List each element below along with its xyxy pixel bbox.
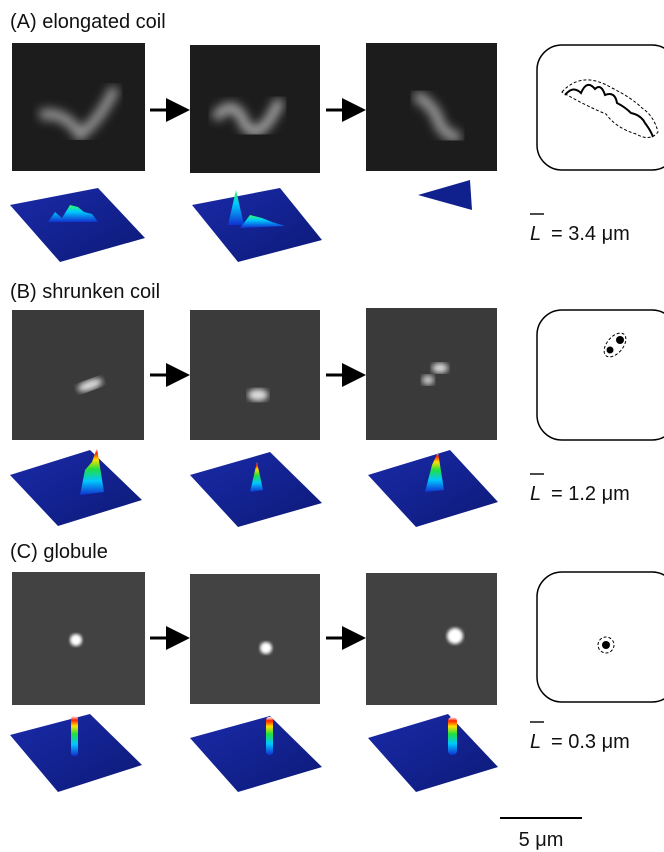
micrographs <box>12 308 497 440</box>
mean-length: L = 1.2 μm <box>530 473 630 505</box>
length: = 1.2 μm <box>551 483 630 505</box>
panel-label: (B) shrunken coil <box>10 281 160 303</box>
mean-length: L = 0.3 μm <box>530 721 630 753</box>
schematic <box>536 571 664 703</box>
symbol: L <box>530 731 541 753</box>
intensity-plots <box>10 448 498 527</box>
scale-bar-label: 5 μm <box>519 829 564 851</box>
schematic <box>536 309 664 441</box>
schematic <box>536 44 664 171</box>
panel-label: (A) elongated coil <box>10 11 166 33</box>
panel-label: (C) globule <box>10 541 108 563</box>
intensity-plots <box>10 180 472 262</box>
mean-length: L = 3.4 μm <box>530 213 630 245</box>
symbol: L <box>530 483 541 505</box>
micrographs <box>12 43 497 173</box>
micrographs <box>12 572 497 705</box>
symbol: L <box>530 223 541 245</box>
intensity-plots <box>10 714 498 792</box>
length: = 3.4 μm <box>551 223 630 245</box>
length: = 0.3 μm <box>551 731 630 753</box>
